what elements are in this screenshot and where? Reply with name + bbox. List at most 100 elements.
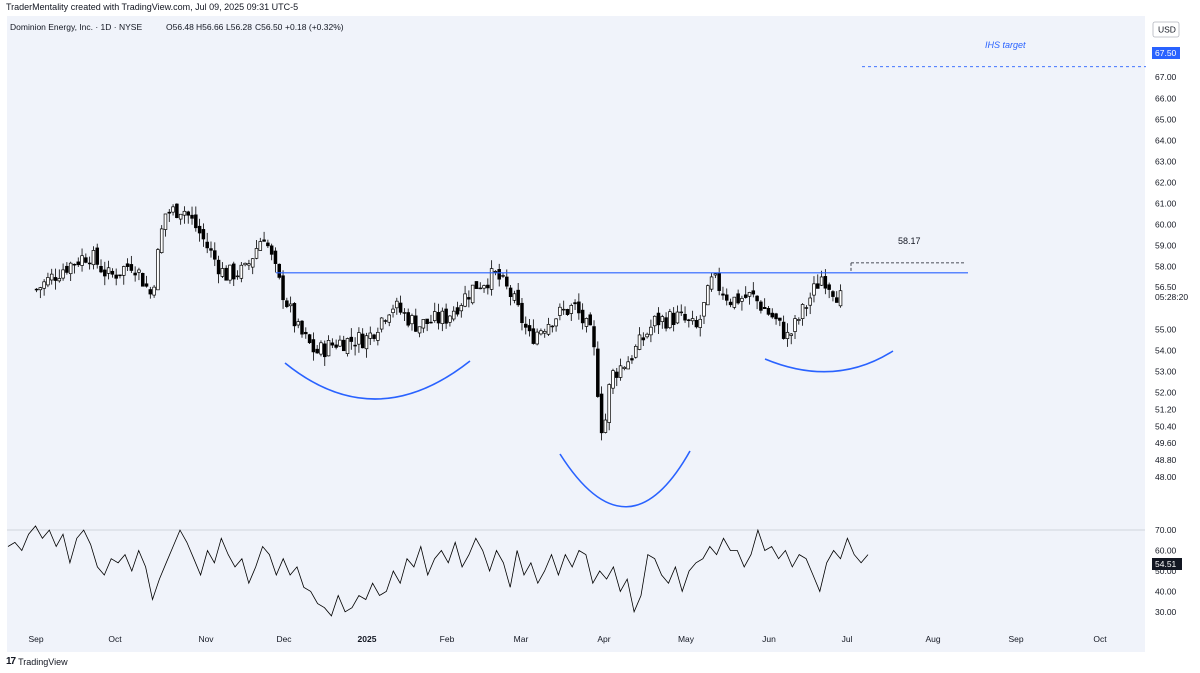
candle-body: [831, 291, 835, 297]
chart-area[interactable]: 70.00 60.00 50.00 40.00 30.00 67.00 66.00 65.0…: [0, 16, 1200, 656]
candle-body: [546, 323, 551, 335]
candle-body: [49, 273, 54, 281]
tradingview-logo[interactable]: 17 TradingView: [6, 656, 68, 667]
candle-body: [645, 333, 649, 338]
candle-body: [459, 305, 464, 312]
candle-body: [224, 267, 228, 281]
candle-body: [785, 331, 790, 339]
price-tick-label: 48.00: [1155, 472, 1177, 482]
candle-body: [508, 287, 513, 298]
candle-body: [167, 211, 172, 214]
candle-body: [376, 331, 380, 341]
candle-body: [152, 286, 156, 296]
candle-body: [728, 301, 733, 306]
candle-body: [61, 269, 65, 279]
candle-body: [770, 312, 775, 318]
candle-body: [671, 312, 676, 326]
candle-body: [660, 316, 665, 323]
time-tick-label: Jul: [842, 634, 853, 644]
last-price-tag: [1152, 281, 1192, 303]
candle-body: [175, 203, 179, 218]
price-tick-label: 48.80: [1155, 455, 1177, 465]
candle-body: [588, 314, 592, 326]
candle-body: [743, 294, 748, 298]
symbol-legend: Dominion Energy, Inc. · 1D · NYSE: [10, 22, 142, 32]
candle-body: [304, 331, 308, 335]
candle-body: [262, 239, 266, 242]
candle-body: [307, 334, 312, 344]
candle-body: [334, 344, 338, 348]
candle-body: [747, 292, 752, 297]
candle-body: [561, 308, 566, 311]
candle-body: [114, 274, 118, 279]
candle-body: [95, 247, 99, 265]
candle-body: [781, 321, 786, 339]
candle-body: [319, 342, 323, 355]
candle-body: [630, 358, 634, 361]
currency-badge[interactable]: [1152, 21, 1180, 38]
candle-body: [118, 274, 122, 277]
left-shoulder-arc: [284, 360, 471, 400]
candle-body: [410, 315, 414, 325]
legend-change: +0.18 (+0.32%): [285, 22, 344, 32]
candle-body: [497, 269, 501, 280]
price-tick-label: 62.00: [1155, 177, 1177, 187]
price-tick-label: 52.00: [1155, 388, 1177, 398]
candle-body: [516, 289, 520, 306]
candle-body: [311, 339, 316, 353]
candle-body: [125, 263, 130, 267]
candle-body: [213, 250, 217, 260]
candle-body: [618, 365, 623, 378]
candle-body: [391, 308, 395, 313]
candle-body: [432, 311, 437, 321]
time-tick-label: May: [678, 634, 695, 644]
candle-body: [524, 323, 528, 328]
candle-body: [812, 283, 816, 296]
candle-body: [133, 272, 137, 276]
candle-body: [315, 348, 319, 354]
target-price-text: 67.50: [1155, 48, 1177, 58]
candle-body: [425, 318, 429, 325]
candle-body: [778, 317, 782, 321]
rsi-tick-label: 30.00: [1155, 607, 1177, 617]
candle-body: [148, 289, 153, 295]
candle-body: [300, 320, 304, 335]
candle-body: [800, 304, 805, 319]
time-tick-label: Sep: [28, 634, 43, 644]
candle-body: [751, 290, 756, 295]
candle-body: [797, 319, 801, 321]
candle-body: [387, 314, 391, 323]
price-tick-label: 58.00: [1155, 261, 1177, 271]
candle-body: [558, 306, 562, 316]
candle-body: [122, 266, 126, 276]
candle-body: [281, 275, 285, 301]
candle-body: [819, 276, 824, 286]
rsi-tick-label: 40.00: [1155, 586, 1177, 596]
candle-body: [421, 319, 426, 329]
candle-body: [539, 330, 543, 335]
brand-name: TradingView: [18, 656, 68, 667]
candle-body: [171, 206, 175, 213]
time-tick-label: Oct: [1093, 634, 1107, 644]
candle-body: [235, 275, 240, 278]
candle-body: [838, 290, 843, 307]
candle-body: [364, 335, 369, 350]
candle-body: [717, 272, 721, 291]
candle-body: [417, 326, 422, 334]
candle-body: [57, 278, 62, 282]
candle-body: [793, 318, 797, 332]
candle-body: [216, 259, 221, 275]
right-shoulder-arc: [764, 350, 894, 373]
price-chart-svg[interactable]: 70.00 60.00 50.00 40.00 30.00 67.00 66.00 65.0…: [0, 16, 1200, 656]
candle-body: [489, 268, 494, 290]
price-tick-label: 66.00: [1155, 93, 1177, 103]
candle-body: [690, 318, 695, 322]
candle-body: [592, 326, 596, 348]
legend-open: O56.48: [166, 22, 194, 32]
candle-body: [569, 305, 574, 314]
price-tick-label: 55.00: [1155, 325, 1177, 335]
candle-body: [341, 339, 346, 352]
candle-body: [626, 361, 630, 370]
candle-body: [285, 300, 289, 307]
candle-body: [330, 342, 335, 346]
